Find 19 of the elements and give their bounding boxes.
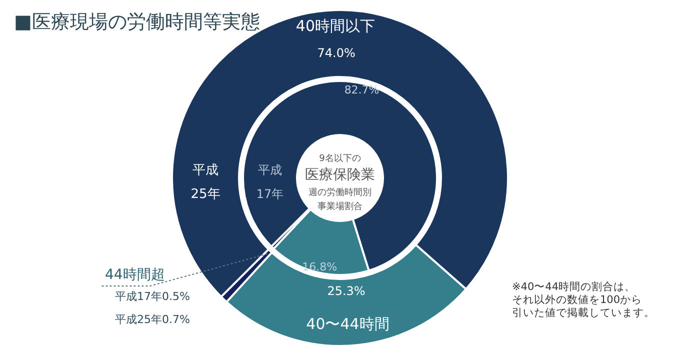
slice-label: 44時間超 [105,267,165,283]
text: 週の労働時間別 [308,187,372,198]
text: ※40〜44時間の割合は、 [512,280,636,293]
data-label: 平成17年0.5% [115,290,190,303]
data-label: 25.3% [327,284,366,298]
text: 9名以下の [319,153,361,164]
text: 事業場割合 [318,201,362,212]
text: それ以外の数値を100から [512,293,642,306]
chart-title: ■医療現場の労働時間等実態 [14,11,260,33]
data-label: 平成25年0.7% [115,313,190,326]
slice-label: 平成17年 [256,163,284,201]
text: 医療保険業 [305,167,375,183]
data-label: 74.0% [317,46,356,60]
slice-label: 平成25年 [190,163,220,202]
data-label: 16.8% [302,260,338,274]
slice-label: 40時間以下 [296,17,375,36]
slice-label: 40〜44時間 [306,314,390,333]
data-label: 82.7% [344,84,380,97]
text: 引いた値で掲載しています。 [512,306,655,319]
